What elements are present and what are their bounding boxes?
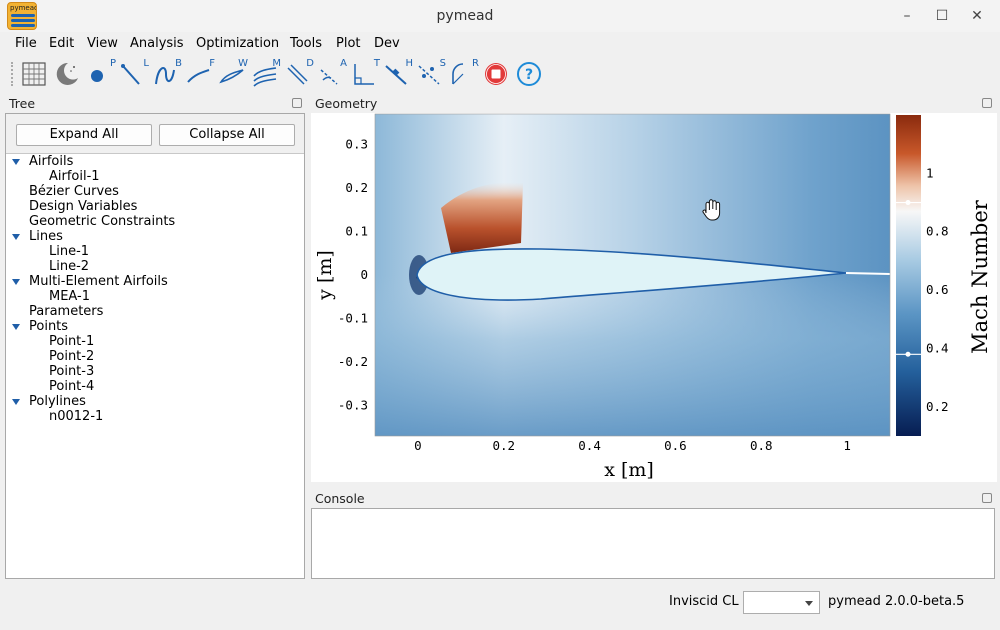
y-tick-label: 0.3 (345, 136, 368, 151)
expand-caret-icon[interactable] (12, 399, 20, 405)
y-tick-label: -0.3 (338, 398, 368, 413)
colorbar-label: Mach Number (968, 199, 992, 354)
console-output[interactable] (311, 508, 995, 579)
expand-caret-icon[interactable] (12, 324, 20, 330)
version-label: pymead 2.0.0-beta.5 (828, 594, 965, 609)
tree-item[interactable]: Line-2 (49, 259, 90, 274)
float-icon[interactable] (982, 98, 992, 108)
x-tick-label: 1 (843, 438, 851, 453)
ferguson-icon[interactable]: F (185, 58, 215, 88)
radius-icon[interactable]: R (449, 58, 479, 88)
menu-optimization[interactable]: Optimization (196, 36, 280, 51)
grid-icon[interactable] (20, 60, 48, 88)
toolbar: P L B F W M D A T H S R ? (0, 58, 1000, 90)
toolbar-grip (11, 62, 13, 86)
point-icon[interactable]: P (86, 58, 116, 88)
tree-item[interactable]: Lines (29, 229, 63, 244)
tree-item[interactable]: Point-3 (49, 364, 95, 379)
chevron-down-icon (805, 601, 813, 606)
y-tick-label: -0.2 (338, 354, 368, 369)
menu-dev[interactable]: Dev (374, 36, 400, 51)
console-dock-title: Console (315, 491, 365, 506)
y-tick-label: 0 (360, 267, 368, 282)
title-bar: pymead pymead – ☐ ✕ (0, 0, 1000, 32)
svg-text:?: ? (525, 67, 533, 83)
menu-plot[interactable]: Plot (336, 36, 361, 51)
window-title: pymead (436, 8, 494, 24)
dark-mode-icon[interactable] (53, 60, 81, 88)
symmetry-icon[interactable]: S (416, 58, 446, 88)
geometry-plot[interactable]: 0 0.2 0.4 0.6 0.8 1 0.3 0.2 0.1 0 -0.1 -0.2 -0.3 x … (311, 113, 997, 482)
tree-item[interactable]: Polylines (29, 394, 86, 409)
colorbar-tick-label: 0.8 (926, 224, 949, 239)
x-axis-label: x [m] (604, 459, 654, 481)
expand-caret-icon[interactable] (12, 279, 20, 285)
float-icon[interactable] (292, 98, 302, 108)
stop-icon[interactable] (482, 60, 510, 88)
tree-item[interactable]: Line-1 (49, 244, 90, 259)
distance-icon[interactable]: D (284, 58, 314, 88)
hand-cursor-icon (702, 199, 721, 221)
menu-bar: File Edit View Analysis Optimization Too… (0, 33, 1000, 55)
colorbar-tick-label: 0.4 (926, 340, 949, 355)
y-axis-label: y [m] (314, 250, 336, 301)
tree-item[interactable]: Parameters (29, 304, 104, 319)
y-tick-label: -0.1 (338, 311, 368, 326)
tree-dock-title: Tree (9, 96, 36, 111)
tree-item[interactable]: MEA-1 (49, 289, 90, 304)
float-icon[interactable] (982, 493, 992, 503)
tree-item[interactable]: Geometric Constraints (29, 214, 176, 229)
tree-item[interactable]: Design Variables (29, 199, 138, 214)
x-tick-label: 0.8 (750, 438, 773, 453)
tree-item[interactable]: Points (29, 319, 69, 334)
minimize-button[interactable]: – (903, 8, 911, 24)
tree-item[interactable]: n0012-1 (49, 409, 104, 424)
menu-analysis[interactable]: Analysis (130, 36, 184, 51)
expand-caret-icon[interactable] (12, 234, 20, 240)
y-tick-label: 0.1 (345, 223, 368, 238)
geometry-dock-title: Geometry (315, 96, 378, 111)
collapse-all-button[interactable]: Collapse All (159, 124, 295, 146)
colorbar-level-dot (905, 200, 911, 206)
angle-icon[interactable]: A (317, 58, 347, 88)
x-tick-label: 0 (414, 438, 422, 453)
app-logo-icon: pymead (7, 2, 37, 30)
tree-item[interactable]: Bézier Curves (29, 184, 119, 199)
bezier-icon[interactable]: B (152, 58, 182, 88)
tree-item[interactable]: Point-1 (49, 334, 95, 349)
y-tick-label: 0.2 (345, 180, 368, 195)
tree-item[interactable]: Point-2 (49, 349, 95, 364)
cl-label: Inviscid CL (669, 594, 739, 609)
tree-item[interactable]: Airfoil-1 (49, 169, 100, 184)
colorbar-tick-label: 0.6 (926, 282, 949, 297)
colorbar-tick-label: 0.2 (926, 399, 949, 414)
perpendicular-icon[interactable]: T (350, 58, 380, 88)
tree-item[interactable]: Multi-Element Airfoils (29, 274, 168, 289)
colorbar-level-dot (905, 351, 911, 357)
help-icon[interactable]: ? (515, 60, 543, 88)
x-tick-label: 0.4 (578, 438, 601, 453)
hold-icon[interactable]: H (383, 58, 413, 88)
cl-select[interactable] (743, 591, 820, 614)
colorbar (896, 115, 921, 436)
menu-file[interactable]: File (15, 36, 37, 51)
line-icon[interactable]: L (119, 58, 149, 88)
menu-edit[interactable]: Edit (49, 36, 75, 51)
menu-tools[interactable]: Tools (290, 36, 323, 51)
close-button[interactable]: ✕ (971, 8, 983, 24)
tree-item[interactable]: Point-4 (49, 379, 95, 394)
x-tick-label: 0.6 (664, 438, 687, 453)
tree-item[interactable]: Airfoils (29, 154, 74, 169)
menu-view[interactable]: View (87, 36, 118, 51)
x-tick-label: 0.2 (492, 438, 515, 453)
expand-caret-icon[interactable] (12, 159, 20, 165)
tree-panel: Expand All Collapse All Airfoils Airfoil-… (5, 113, 305, 579)
maximize-button[interactable]: ☐ (935, 8, 949, 24)
webfoil-icon[interactable]: W (218, 58, 248, 88)
expand-all-button[interactable]: Expand All (16, 124, 152, 146)
colorbar-tick-label: 1 (926, 165, 934, 180)
mea-icon[interactable]: M (251, 58, 281, 88)
